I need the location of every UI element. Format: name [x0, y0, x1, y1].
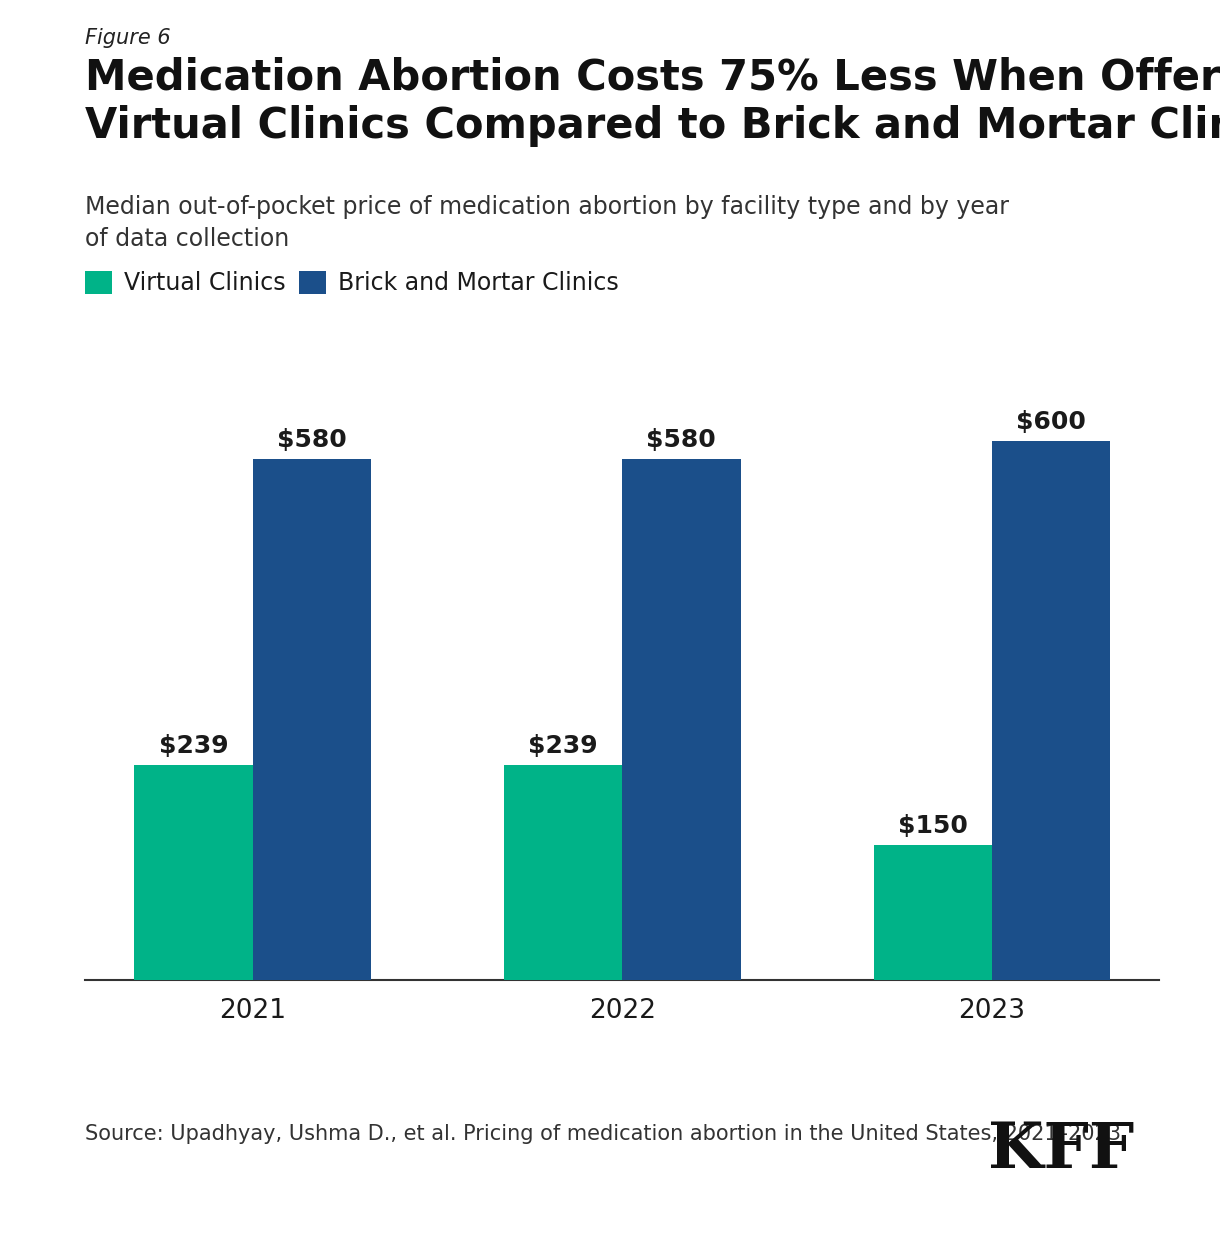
Text: KFF: KFF: [988, 1119, 1135, 1181]
Text: Brick and Mortar Clinics: Brick and Mortar Clinics: [338, 270, 619, 295]
Text: Figure 6: Figure 6: [85, 28, 171, 48]
Text: $580: $580: [277, 428, 346, 452]
Bar: [874, 845, 992, 980]
Bar: [992, 441, 1110, 980]
Text: Source: Upadhyay, Ushma D., et al. Pricing of medication abortion in the United : Source: Upadhyay, Ushma D., et al. Prici…: [85, 1124, 1128, 1144]
Text: Virtual Clinics: Virtual Clinics: [124, 270, 285, 295]
Text: $580: $580: [647, 428, 716, 452]
Bar: [253, 460, 371, 980]
Text: $239: $239: [528, 734, 598, 759]
Bar: [134, 765, 253, 980]
Text: Medication Abortion Costs 75% Less When Offered Through
Virtual Clinics Compared: Medication Abortion Costs 75% Less When …: [85, 57, 1220, 147]
Text: $239: $239: [159, 734, 228, 759]
Bar: [622, 460, 741, 980]
Bar: [504, 765, 622, 980]
Text: $150: $150: [898, 814, 967, 838]
Text: $600: $600: [1016, 411, 1086, 435]
Text: Median out-of-pocket price of medication abortion by facility type and by year
o: Median out-of-pocket price of medication…: [85, 195, 1009, 251]
